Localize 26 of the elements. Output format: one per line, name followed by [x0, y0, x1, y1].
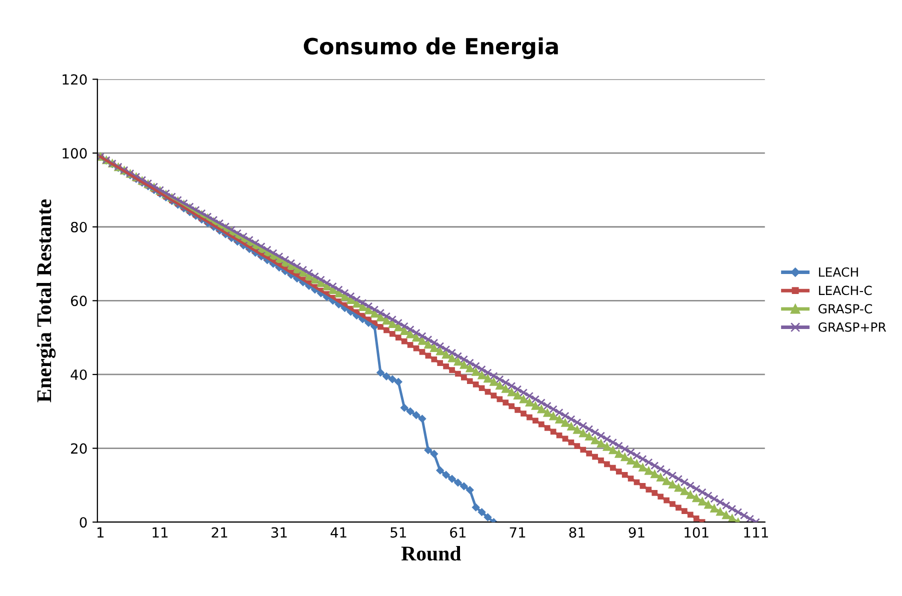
x-axis-title: Round — [401, 546, 462, 561]
x-tick-label: 21 — [212, 527, 228, 538]
x-tick-label: 91 — [628, 527, 644, 538]
x-tick-label: 111 — [744, 527, 768, 538]
y-tick-label: 20 — [71, 443, 87, 454]
y-tick-label: 80 — [70, 222, 87, 232]
y-tick-label: 0 — [80, 517, 87, 528]
x-tick-label: 61 — [450, 527, 466, 538]
legend-label: LEACH-C — [819, 286, 872, 296]
x-tick-label: 71 — [510, 527, 526, 538]
y-tick-label: 40 — [70, 369, 87, 380]
legend-label: LEACH — [819, 267, 858, 277]
x-tick-label: 51 — [390, 527, 406, 538]
y-axis-title: Energia Total Restante — [36, 199, 56, 402]
y-tick-label: 120 — [62, 74, 87, 85]
legend-label: GRASP-C — [818, 304, 872, 314]
legend-label: GRASP+PR — [818, 322, 886, 332]
x-tick-label: 81 — [569, 527, 585, 538]
x-tick-label: 101 — [684, 527, 708, 538]
x-tick-label: 41 — [330, 527, 346, 538]
x-tick-label: 1 — [98, 527, 104, 538]
chart-title: Consumo de Energia — [304, 37, 558, 60]
y-tick-label: 100 — [62, 148, 87, 159]
x-tick-label: 11 — [152, 527, 168, 538]
x-tick-label: 31 — [271, 527, 287, 538]
y-tick-label: 60 — [70, 296, 87, 306]
